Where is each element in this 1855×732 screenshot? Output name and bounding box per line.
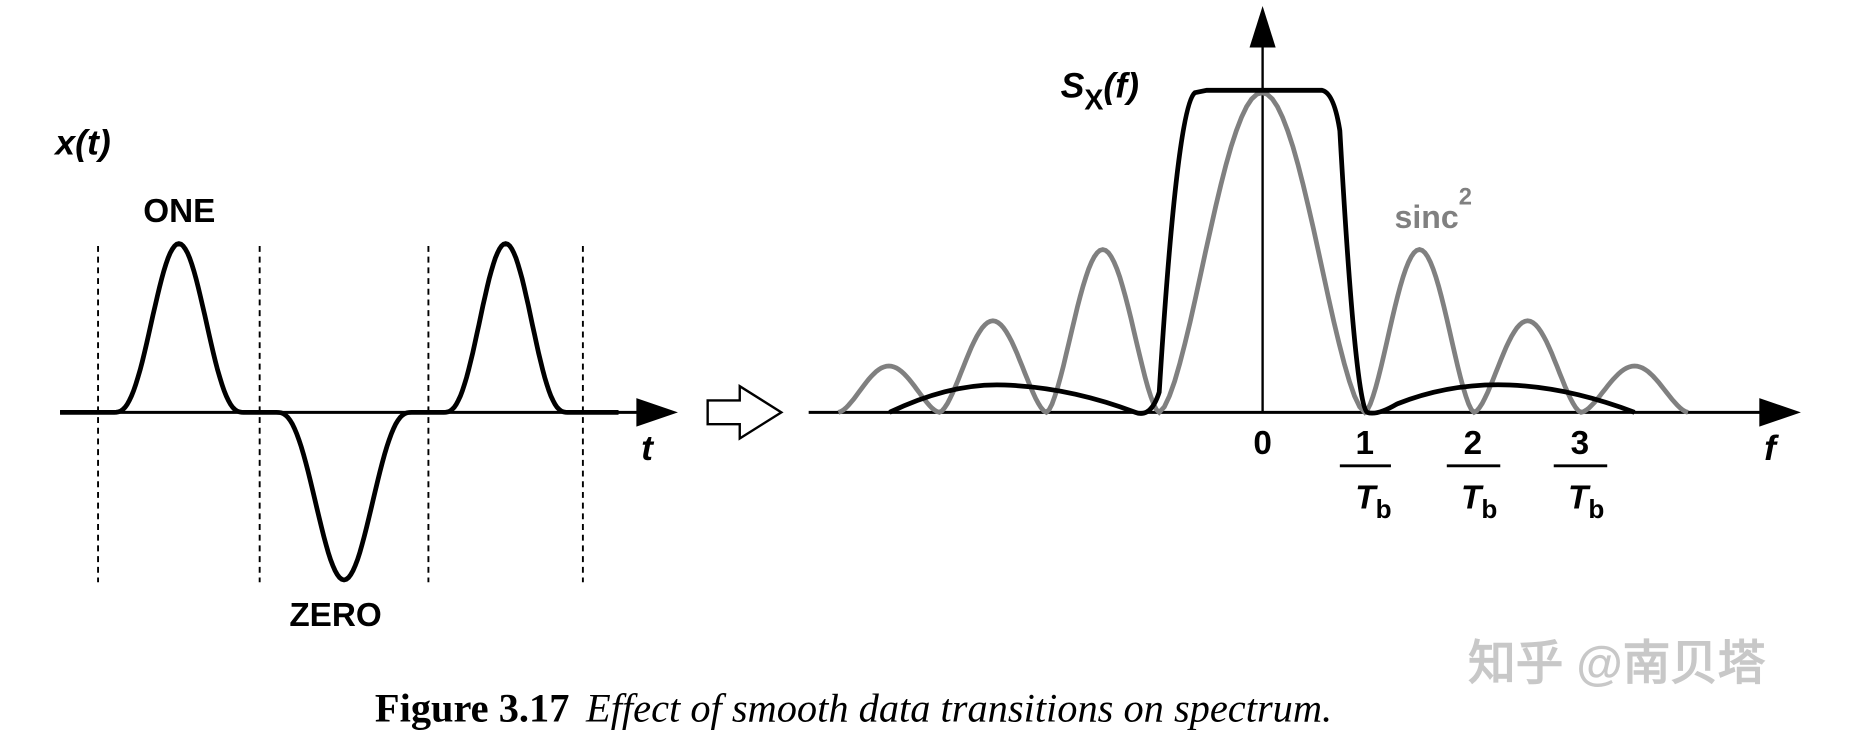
sinc-exponent: 2 xyxy=(1459,183,1472,210)
transform-arrow-icon xyxy=(706,384,784,441)
sx-label: SX(f) xyxy=(1061,65,1139,116)
tick-0: 0 xyxy=(1253,425,1272,462)
caption-text: Effect of smooth data transitions on spe… xyxy=(585,685,1332,730)
tick-numerator: 1 xyxy=(1356,425,1375,462)
one-label: ONE xyxy=(143,193,215,230)
frequency-axis-arrowhead xyxy=(1759,398,1801,427)
smooth-spectrum-curve xyxy=(888,87,1636,416)
tick-denominator: Tb xyxy=(1461,480,1497,525)
figure-caption: Figure 3.17 Effect of smooth data transit… xyxy=(375,685,1332,730)
caption-label: Figure 3.17 xyxy=(375,685,569,730)
tick-2-over-tb: 2 Tb xyxy=(1446,425,1501,525)
tick-3-over-tb: 3 Tb xyxy=(1553,425,1608,525)
sx-sub: X xyxy=(1084,84,1103,116)
x-of-t-label: x(t) xyxy=(53,122,110,162)
t-axis-label: t xyxy=(641,428,655,468)
sx-arg: (f) xyxy=(1103,65,1139,105)
tick-numerator: 2 xyxy=(1464,425,1483,462)
spectrum-panel: SX(f) sinc2 f 0 1 Tb 2 Tb 3 Tb xyxy=(808,5,1801,525)
sx-main: S xyxy=(1061,65,1085,105)
psd-axis-arrowhead xyxy=(1249,5,1276,48)
zero-label: ZERO xyxy=(289,597,381,634)
bit-boundaries xyxy=(97,245,584,583)
smooth-data-waveform xyxy=(60,241,619,583)
tick-numerator: 3 xyxy=(1571,425,1590,462)
tick-denominator: Tb xyxy=(1355,480,1391,525)
time-domain-panel: x(t) ONE ZERO t xyxy=(53,122,678,634)
time-axis-arrowhead xyxy=(636,398,678,427)
f-axis-label: f xyxy=(1764,428,1779,468)
sinc-label: sinc2 xyxy=(1395,183,1472,235)
tick-1-over-tb: 1 Tb xyxy=(1339,425,1392,525)
sinc-text: sinc xyxy=(1395,199,1459,235)
tick-denominator: Tb xyxy=(1568,480,1604,525)
watermark: 知乎 @南贝塔 xyxy=(1468,638,1766,691)
